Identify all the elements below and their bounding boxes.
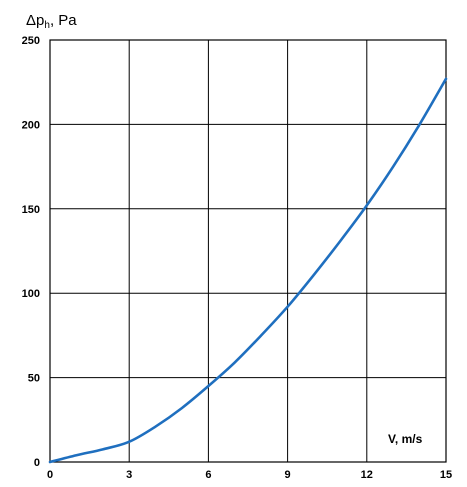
y-tick-label: 250 xyxy=(22,35,40,47)
x-tick-label: 6 xyxy=(205,469,211,481)
y-axis-title-unit: , Pa xyxy=(50,12,77,29)
y-tick-label: 150 xyxy=(22,204,40,216)
plot-frame xyxy=(49,39,447,463)
x-tick-label: 15 xyxy=(440,469,452,481)
y-tick-label: 200 xyxy=(22,119,40,131)
axes xyxy=(49,39,447,463)
x-tick-label: 3 xyxy=(126,469,132,481)
y-tick-label: 50 xyxy=(28,373,40,385)
y-tick-label: 100 xyxy=(22,288,40,300)
y-tick-label: 0 xyxy=(34,457,40,469)
x-tick-label: 9 xyxy=(285,469,291,481)
x-axis-title: V, m/s xyxy=(388,432,423,446)
series-line xyxy=(48,77,448,464)
x-tick-label: 12 xyxy=(361,469,373,481)
y-axis-title-main: Δp xyxy=(26,12,44,29)
grid xyxy=(50,40,446,462)
series-layer xyxy=(48,77,448,464)
y-axis-title-subscript: h xyxy=(44,20,50,31)
y-axis-title: Δph, Pa xyxy=(26,12,77,31)
x-tick-label: 0 xyxy=(47,469,53,481)
